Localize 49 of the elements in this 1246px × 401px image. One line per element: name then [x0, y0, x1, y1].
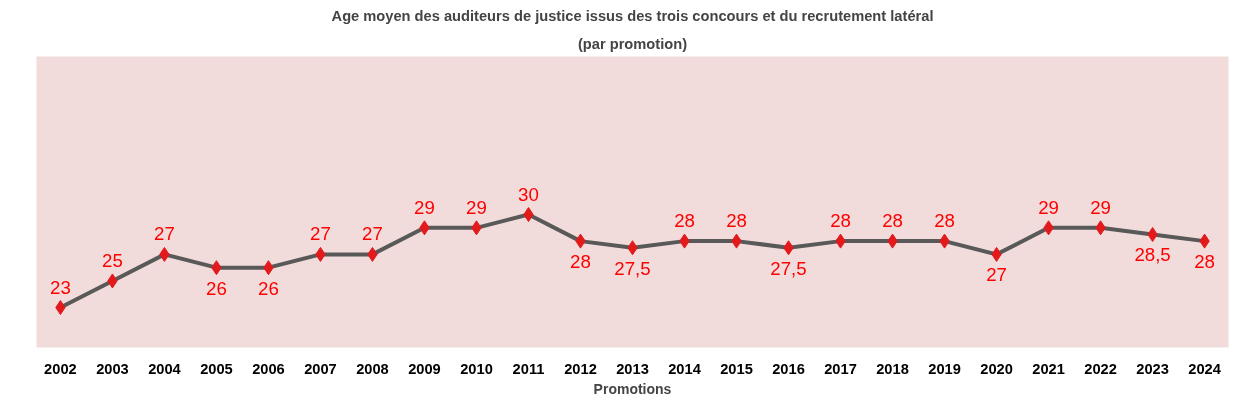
data-label: 27: [362, 223, 383, 245]
x-tick-label: 2017: [824, 360, 857, 377]
x-tick-label: 2010: [460, 360, 493, 377]
x-tick-label: 2002: [44, 360, 77, 377]
data-label: 27: [310, 223, 331, 245]
data-label: 29: [1090, 196, 1111, 218]
x-tick-label: 2007: [304, 360, 337, 377]
x-tick-label: 2004: [148, 360, 182, 377]
chart-title: Age moyen des auditeurs de justice issus des trois concours et du recrutement latéral: [331, 7, 934, 24]
data-label: 29: [1038, 196, 1059, 218]
x-tick-label: 2019: [928, 360, 961, 377]
x-tick-label: 2012: [564, 360, 597, 377]
x-tick-label: 2009: [408, 360, 441, 377]
chart-subtitle: (par promotion): [577, 35, 688, 52]
x-tick-label: 2020: [980, 360, 1013, 377]
x-tick-label: 2021: [1032, 360, 1065, 377]
data-label: 26: [206, 277, 227, 299]
data-label: 29: [466, 196, 487, 218]
data-label: 28: [830, 210, 851, 232]
x-tick-label: 2014: [668, 360, 702, 377]
data-label: 26: [258, 277, 279, 299]
x-tick-label: 2003: [96, 360, 129, 377]
x-tick-label: 2013: [616, 360, 649, 377]
data-label: 28: [934, 210, 955, 232]
data-label: 27: [986, 264, 1007, 286]
data-label: 27: [154, 223, 175, 245]
x-tick-label: 2018: [876, 360, 909, 377]
x-axis-title: Promotions: [593, 380, 672, 397]
data-label: 25: [102, 249, 123, 271]
data-label: 28,5: [1134, 244, 1171, 266]
x-tick-label: 2023: [1136, 360, 1169, 377]
data-label: 28: [674, 210, 695, 232]
x-tick-label: 2015: [720, 360, 753, 377]
x-tick-label: 2006: [252, 360, 285, 377]
data-label: 28: [1194, 251, 1215, 273]
x-tick-label: 2022: [1084, 360, 1117, 377]
data-label: 30: [518, 183, 539, 205]
x-tick-label: 2005: [200, 360, 233, 377]
data-label: 28: [570, 251, 591, 273]
data-label: 29: [414, 196, 435, 218]
data-label: 28: [882, 210, 903, 232]
data-label: 27,5: [614, 257, 651, 279]
x-tick-label: 2011: [512, 360, 545, 377]
x-tick-label: 2008: [356, 360, 389, 377]
x-tick-label: 2016: [772, 360, 805, 377]
data-label: 28: [726, 210, 747, 232]
x-tick-label: 2024: [1188, 360, 1222, 377]
data-label: 23: [50, 276, 71, 298]
data-label: 27,5: [770, 257, 807, 279]
